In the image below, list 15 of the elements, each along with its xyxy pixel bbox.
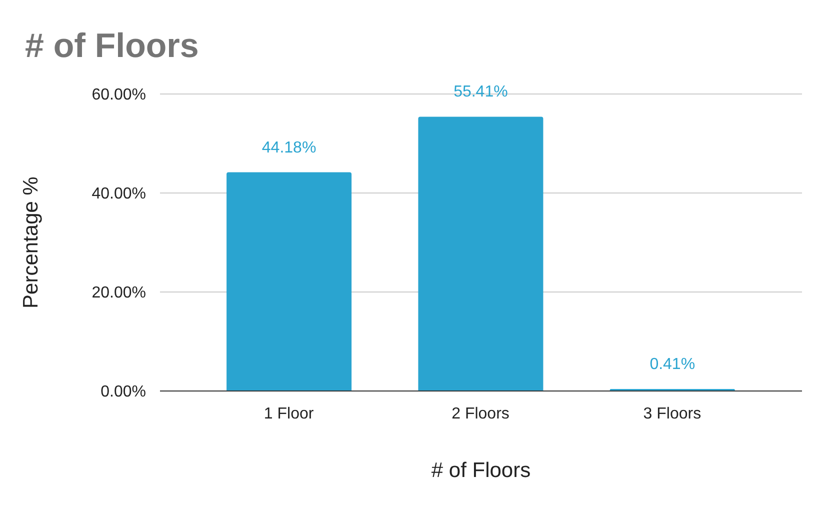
bar: [226, 172, 352, 391]
y-tick-label: 40.00%: [92, 186, 146, 203]
data-label: 0.41%: [650, 356, 696, 373]
y-axis-title: Percentage %: [19, 176, 42, 308]
x-tick-label: 2 Floors: [452, 405, 510, 422]
x-tick-label: 3 Floors: [643, 405, 702, 422]
chart-title: # of Floors: [25, 26, 199, 66]
bar: [418, 116, 544, 391]
y-tick-label: 60.00%: [92, 86, 146, 104]
y-tick-label: 20.00%: [92, 284, 146, 302]
data-label: 44.18%: [262, 139, 316, 156]
data-label: 55.41%: [454, 84, 508, 101]
y-tick-label: 0.00%: [100, 384, 146, 401]
x-tick-label: 1 Floor: [264, 405, 314, 422]
x-axis-title: # of Floors: [431, 459, 531, 482]
